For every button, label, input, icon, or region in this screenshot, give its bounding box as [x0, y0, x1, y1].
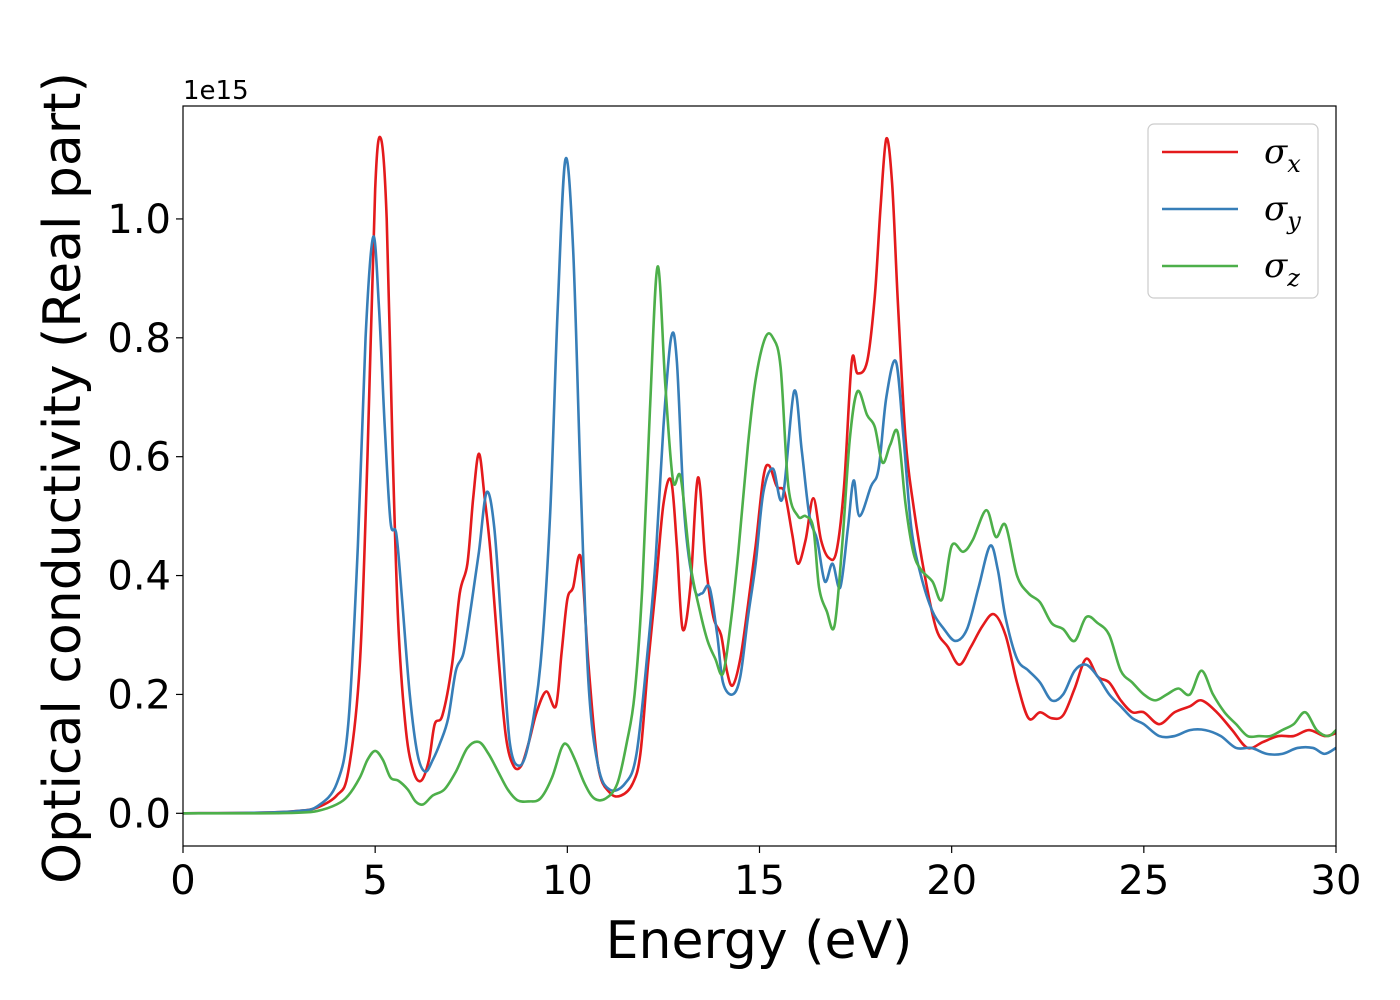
- y-tick-label: 0.0: [107, 791, 171, 837]
- y-axis-title: Optical conductivity (Real part): [33, 72, 93, 884]
- series-line-sigma-z: [183, 265, 1336, 815]
- y-tick-label: 0.8: [107, 316, 171, 362]
- y-tick-label: 0.4: [107, 554, 171, 600]
- x-tick-label: 25: [1118, 858, 1169, 904]
- legend-label-sigma-y: σy: [1264, 189, 1301, 235]
- legend-frame: [1147, 123, 1319, 299]
- x-axis-title: Energy (eV): [606, 911, 913, 971]
- legend-label-sigma-x: σx: [1264, 132, 1301, 178]
- x-tick-label: 30: [1311, 858, 1362, 904]
- y-offset-text: 1e15: [183, 76, 249, 106]
- y-tick-label: 0.2: [107, 672, 171, 718]
- series-layer: [183, 135, 1336, 815]
- legend-label-sigma-z: σz: [1264, 246, 1300, 292]
- x-tick-label: 20: [926, 858, 977, 904]
- x-axis: 0 5 10 15 20 25 30: [170, 846, 1361, 904]
- legend: σx σy σz: [1147, 123, 1319, 299]
- y-tick-label: 0.6: [107, 435, 171, 481]
- series-line-sigma-y: [183, 156, 1336, 815]
- x-tick-label: 0: [170, 858, 195, 904]
- x-tick-label: 5: [362, 858, 387, 904]
- x-tick-label: 10: [542, 858, 593, 904]
- y-tick-label: 1.0: [107, 197, 171, 243]
- x-tick-label: 15: [734, 858, 785, 904]
- y-axis: 0.0 0.2 0.4 0.6 0.8 1.0: [107, 197, 183, 837]
